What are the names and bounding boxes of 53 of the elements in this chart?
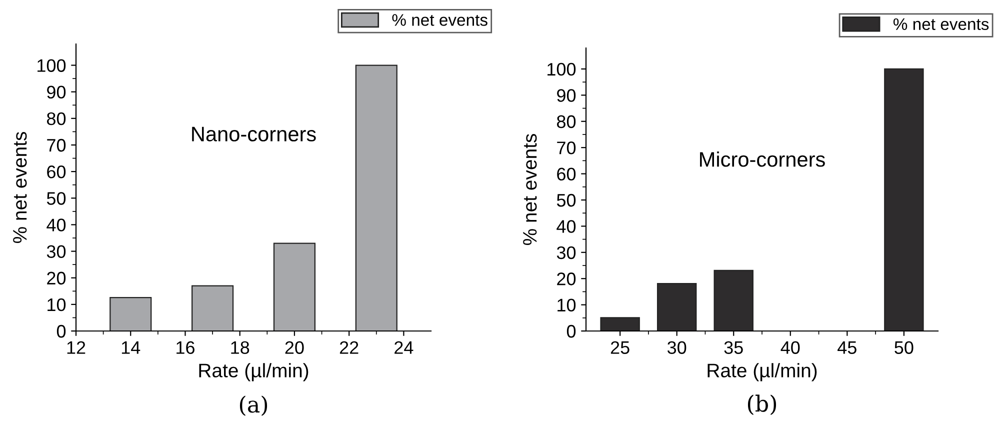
bar [600,317,640,331]
y-tick-label: 30 [46,245,66,258]
x-tick-label: 14 [122,341,140,354]
bar [714,270,754,331]
bar [884,68,924,331]
y-tick-label: 100 [548,62,576,76]
text: (b) [748,394,776,416]
x-tick-label: 40 [780,341,800,354]
x-tick-label: 25 [610,341,630,354]
y-tick-label: 60 [557,168,576,180]
y-tick-label: 20 [47,272,66,285]
text: (a) [240,396,268,416]
x-axis-title: Rate (µl/min) [708,363,817,382]
y-tick-label: 10 [558,298,576,312]
y-tick-label: 10 [48,298,66,312]
x-tick-label: 50 [894,341,914,354]
annotation: Nano-corners [192,126,316,142]
y-tick-label: 90 [557,89,576,102]
y-tick-label: 50 [46,192,66,205]
bar [656,283,697,331]
y-tick-label: 60 [47,165,66,178]
y-tick-label: 0 [566,324,576,338]
x-tick-label: 12 [67,341,86,354]
annotation: Micro-corners [700,151,825,167]
legend-label: % net events [893,18,989,30]
x-axis-title: Rate (µl/min) [199,363,308,382]
y-axis-title: % net events [13,132,27,244]
y-tick-label: 70 [47,138,66,152]
y-tick-label: 40 [46,218,66,232]
y-tick-label: 0 [56,324,66,338]
x-tick-label: 35 [724,341,743,354]
y-axis-title: % net events [523,134,537,246]
y-tick-label: 80 [556,115,576,128]
y-tick-label: 90 [47,86,66,99]
x-tick-label: 30 [667,341,686,354]
x-tick-label: 45 [838,341,856,354]
bar [355,64,398,331]
y-tick-label: 20 [557,272,576,286]
y-tick-label: 40 [556,220,576,233]
bar [110,296,152,331]
x-tick-label: 20 [285,341,304,354]
y-tick-label: 30 [556,246,576,260]
y-tick-label: 70 [557,142,576,154]
y-tick-label: 50 [556,194,576,207]
x-tick-label: 22 [340,341,358,354]
y-tick-label: 100 [38,59,66,72]
bar [192,285,234,331]
bar [273,242,316,331]
x-tick-label: 16 [176,341,194,354]
x-tick-label: 24 [394,341,414,354]
legend-label: % net events [392,14,488,26]
y-tick-label: 80 [46,112,66,126]
x-tick-label: 18 [231,341,250,354]
